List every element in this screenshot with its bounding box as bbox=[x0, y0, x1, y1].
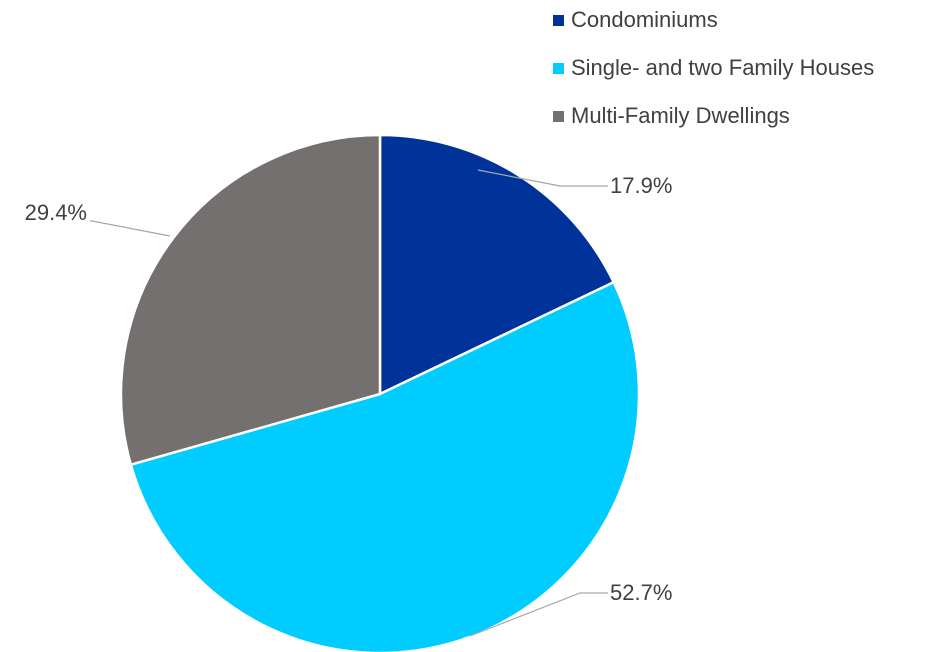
leader-lines bbox=[90, 169, 608, 637]
data-labels: 17.9% 52.7% 29.4% bbox=[25, 173, 673, 605]
leader-line-condominiums bbox=[477, 169, 608, 187]
legend-swatch-condominiums bbox=[553, 14, 564, 26]
legend-item-condominiums: Condominiums bbox=[553, 4, 874, 36]
legend-item-single-two-family-houses: Single- and two Family Houses bbox=[553, 52, 874, 84]
leader-line-multi-family-dwellings bbox=[90, 220, 171, 237]
data-label-condominiums: 17.9% bbox=[610, 173, 672, 198]
data-label-multi-family-dwellings: 29.4% bbox=[25, 200, 87, 225]
legend: Condominiums Single- and two Family Hous… bbox=[553, 4, 874, 148]
legend-label-condominiums: Condominiums bbox=[571, 7, 718, 32]
pie-slice-condominiums bbox=[378, 133, 615, 396]
legend-item-multi-family-dwellings: Multi-Family Dwellings bbox=[553, 100, 874, 132]
pie-slice-multi-family-dwellings bbox=[119, 133, 382, 466]
legend-swatch-multi-family-dwellings bbox=[553, 110, 564, 122]
pie-slices bbox=[119, 133, 641, 652]
leader-line-single-two-family-houses bbox=[469, 592, 608, 637]
legend-swatch-single-two-family-houses bbox=[553, 62, 564, 74]
legend-label-multi-family-dwellings: Multi-Family Dwellings bbox=[571, 103, 790, 128]
legend-label-single-two-family-houses: Single- and two Family Houses bbox=[571, 55, 875, 80]
pie-slice-single-two-family-houses bbox=[129, 281, 641, 652]
data-label-single-two-family-houses: 52.7% bbox=[610, 580, 672, 605]
